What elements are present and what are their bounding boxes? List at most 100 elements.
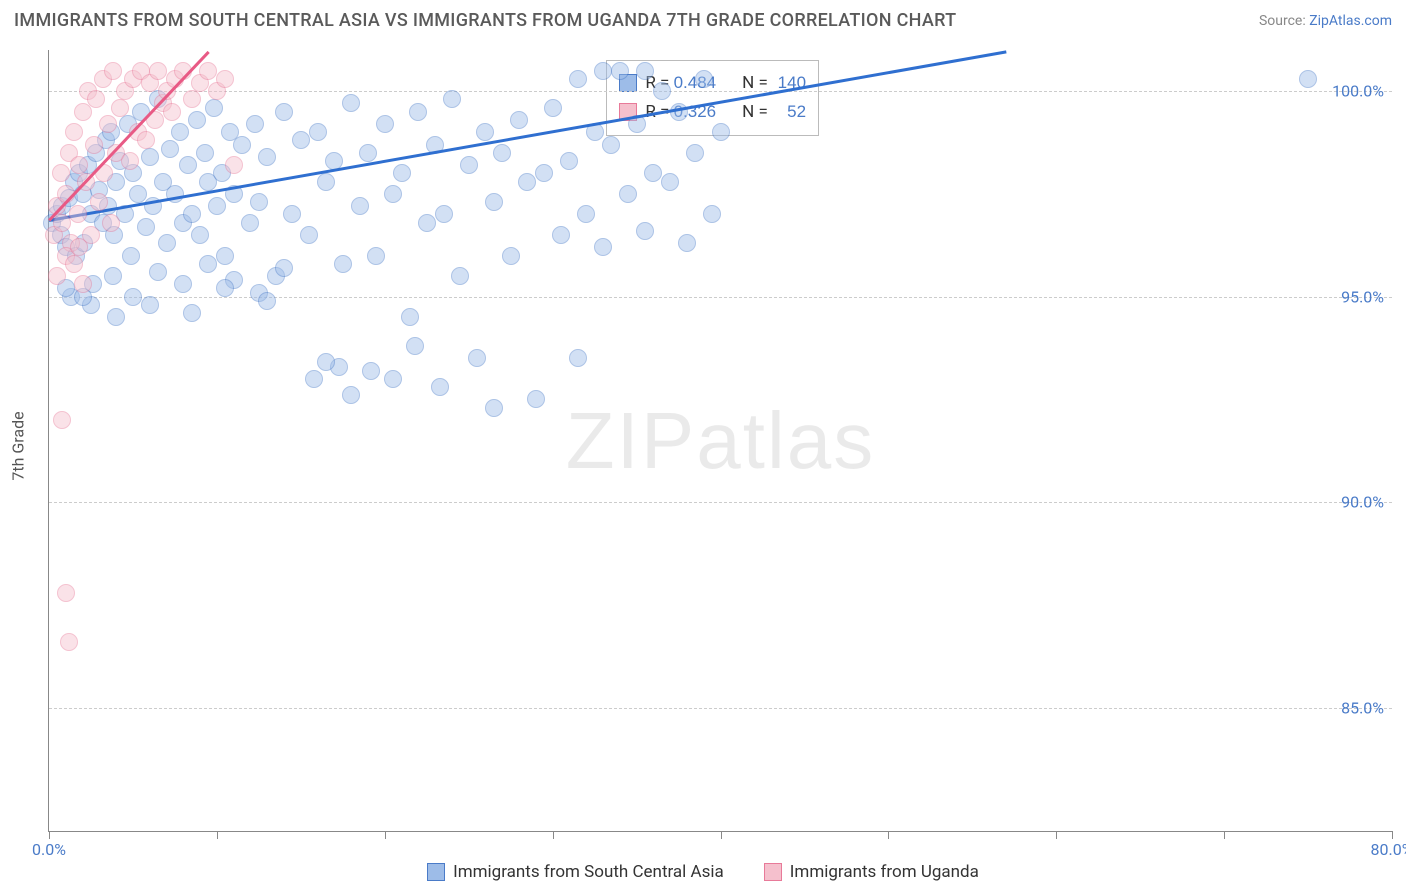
data-point xyxy=(406,337,424,355)
series-name: Immigrants from Uganda xyxy=(790,862,979,882)
data-point xyxy=(409,103,427,121)
data-point xyxy=(435,205,453,223)
series-legend-item: Immigrants from South Central Asia xyxy=(427,862,724,882)
data-point xyxy=(544,99,562,117)
data-point xyxy=(527,390,545,408)
data-point xyxy=(594,238,612,256)
x-tick xyxy=(385,831,386,839)
data-point xyxy=(619,185,637,203)
data-point xyxy=(57,584,75,602)
series-legend-item: Immigrants from Uganda xyxy=(764,862,979,882)
data-point xyxy=(122,247,140,265)
data-point xyxy=(174,275,192,293)
data-point xyxy=(636,62,654,80)
gridline xyxy=(49,91,1392,92)
data-point xyxy=(431,378,449,396)
data-point xyxy=(183,205,201,223)
data-point xyxy=(199,255,217,273)
y-tick-label: 90.0% xyxy=(1341,493,1384,512)
series-name: Immigrants from South Central Asia xyxy=(453,862,724,882)
data-point xyxy=(241,214,259,232)
data-point xyxy=(317,173,335,191)
data-point xyxy=(74,275,92,293)
data-point xyxy=(1299,70,1317,88)
data-point xyxy=(216,70,234,88)
x-tick xyxy=(217,831,218,839)
data-point xyxy=(48,267,66,285)
data-point xyxy=(552,226,570,244)
data-point xyxy=(401,308,419,326)
data-point xyxy=(104,267,122,285)
n-value: 140 xyxy=(772,69,806,98)
data-point xyxy=(208,197,226,215)
x-tick xyxy=(888,831,889,839)
data-point xyxy=(342,386,360,404)
data-point xyxy=(535,164,553,182)
x-tick-label: 80.0% xyxy=(1371,840,1406,859)
series-legend: Immigrants from South Central Asia Immigr… xyxy=(0,862,1406,882)
data-point xyxy=(569,70,587,88)
data-point xyxy=(476,123,494,141)
data-point xyxy=(183,304,201,322)
data-point xyxy=(53,411,71,429)
data-point xyxy=(129,185,147,203)
x-tick xyxy=(1392,831,1393,839)
data-point xyxy=(65,123,83,141)
y-axis-label: 7th Grade xyxy=(9,411,28,480)
data-point xyxy=(510,111,528,129)
data-point xyxy=(502,247,520,265)
legend-swatch xyxy=(427,863,445,881)
data-point xyxy=(70,238,88,256)
data-point xyxy=(99,115,117,133)
data-point xyxy=(141,148,159,166)
data-point xyxy=(602,136,620,154)
data-point xyxy=(712,123,730,141)
data-point xyxy=(351,197,369,215)
trend-line xyxy=(49,50,1006,221)
data-point xyxy=(695,70,713,88)
data-point xyxy=(90,193,108,211)
data-point xyxy=(191,226,209,244)
data-point xyxy=(102,214,120,232)
data-point xyxy=(359,144,377,162)
data-point xyxy=(460,156,478,174)
data-point xyxy=(309,123,327,141)
data-point xyxy=(300,226,318,244)
data-point xyxy=(275,259,293,277)
data-point xyxy=(275,103,293,121)
data-point xyxy=(443,90,461,108)
data-point xyxy=(121,152,139,170)
source-attribution: Source: ZipAtlas.com xyxy=(1259,13,1392,29)
data-point xyxy=(451,267,469,285)
data-point xyxy=(149,62,167,80)
data-point xyxy=(216,247,234,265)
x-tick xyxy=(1224,831,1225,839)
y-tick-label: 85.0% xyxy=(1341,698,1384,717)
data-point xyxy=(611,62,629,80)
data-point xyxy=(250,193,268,211)
data-point xyxy=(179,156,197,174)
data-point xyxy=(216,279,234,297)
data-point xyxy=(468,349,486,367)
n-value: 52 xyxy=(772,98,806,127)
data-point xyxy=(104,62,122,80)
data-point xyxy=(52,164,70,182)
data-point xyxy=(70,156,88,174)
data-point xyxy=(686,144,704,162)
data-point xyxy=(493,144,511,162)
data-point xyxy=(107,308,125,326)
data-point xyxy=(342,94,360,112)
data-point xyxy=(362,362,380,380)
data-point xyxy=(594,62,612,80)
data-point xyxy=(661,173,679,191)
y-tick-label: 95.0% xyxy=(1341,287,1384,306)
data-point xyxy=(258,292,276,310)
data-point xyxy=(137,218,155,236)
x-tick-label: 0.0% xyxy=(32,840,66,859)
data-point xyxy=(560,152,578,170)
source-link[interactable]: ZipAtlas.com xyxy=(1309,13,1392,29)
gridline xyxy=(49,708,1392,709)
data-point xyxy=(87,90,105,108)
data-point xyxy=(141,296,159,314)
data-point xyxy=(569,349,587,367)
